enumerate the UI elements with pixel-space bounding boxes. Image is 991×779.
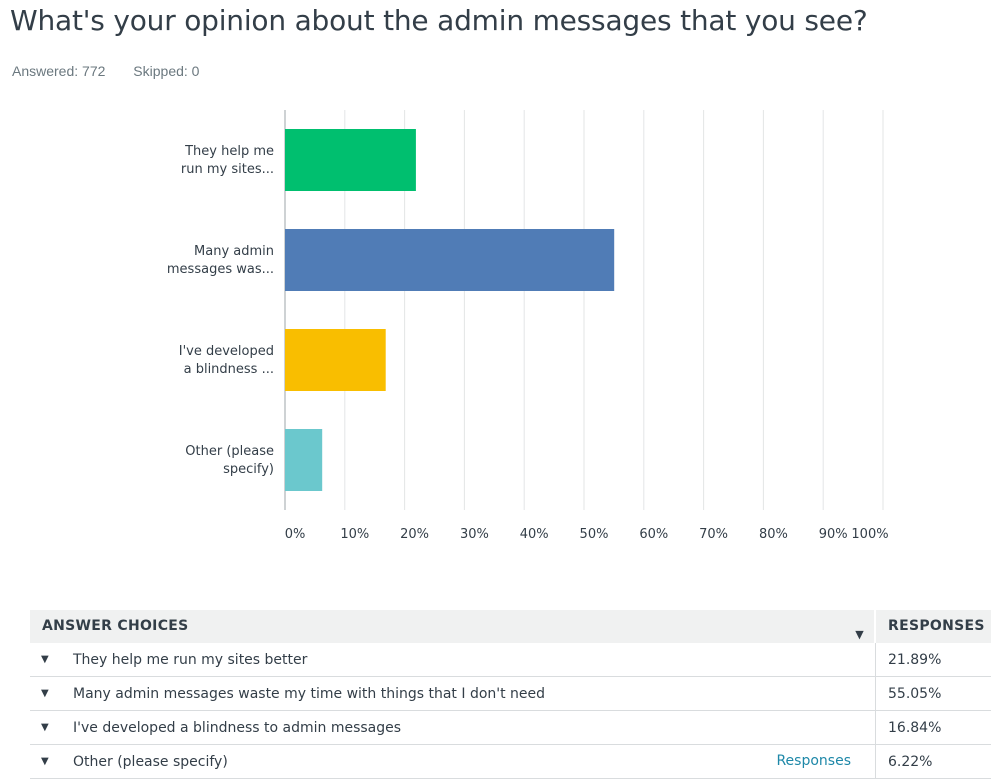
table-row: ▼ I've developed a blindness to admin mes…	[30, 711, 991, 745]
bar	[285, 329, 386, 391]
expand-caret-icon[interactable]: ▼	[41, 722, 49, 733]
answer-choice-text: Other (please specify)	[73, 753, 228, 770]
category-label: They help me	[184, 144, 274, 159]
chart-bars	[285, 129, 615, 491]
header-answer-choices-label: ANSWER CHOICES	[42, 618, 189, 634]
bar	[285, 429, 323, 491]
header-answer-choices[interactable]: ANSWER CHOICES ▼	[30, 610, 876, 643]
chart-category-labels: They help me run my sites... Many admin mes…	[167, 144, 274, 477]
expand-caret-icon[interactable]: ▼	[41, 688, 49, 699]
category-label: Many admin	[194, 244, 274, 259]
answer-choice-cell: ▼ Other (please specify) Responses	[30, 745, 876, 778]
header-responses: RESPONSES	[888, 618, 985, 634]
response-stats: Answered: 772 Skipped: 0	[12, 63, 223, 79]
expand-caret-icon[interactable]: ▼	[41, 654, 49, 665]
x-tick-label: 60%	[639, 527, 668, 542]
response-percent: 16.84%	[888, 719, 942, 736]
x-tick-label: 20%	[400, 527, 429, 542]
skipped-count: Skipped: 0	[133, 63, 200, 79]
bar	[285, 129, 416, 191]
x-tick-label: 70%	[699, 527, 728, 542]
category-label: run my sites...	[181, 162, 274, 177]
answered-count: Answered: 772	[12, 63, 106, 79]
category-label: a blindness ...	[184, 362, 274, 377]
table-row: ▼ Other (please specify) Responses 6.22%	[30, 745, 991, 779]
table-row: ▼ Many admin messages waste my time with …	[30, 677, 991, 711]
x-tick-label: 0%	[285, 527, 306, 542]
answer-choice-text: They help me run my sites better	[73, 651, 308, 668]
response-percent: 21.89%	[888, 651, 942, 668]
table-body: ▼ They help me run my sites better 21.89% ▼…	[30, 643, 991, 779]
x-tick-label: 80%	[759, 527, 788, 542]
responses-link[interactable]: Responses	[776, 753, 851, 769]
answer-choice-cell: ▼ They help me run my sites better	[30, 643, 876, 676]
answer-table: ANSWER CHOICES ▼ RESPONSES ▼ They help me…	[30, 610, 991, 779]
x-tick-label: 90%	[819, 527, 848, 542]
table-header: ANSWER CHOICES ▼ RESPONSES	[30, 610, 991, 643]
question-title: What's your opinion about the admin mess…	[10, 4, 868, 37]
x-tick-label: 30%	[460, 527, 489, 542]
category-label: Other (please	[185, 444, 274, 459]
response-percent: 6.22%	[888, 753, 933, 770]
answer-choice-text: I've developed a blindness to admin mess…	[73, 719, 402, 736]
x-tick-label: 100%	[851, 527, 888, 542]
table-row: ▼ They help me run my sites better 21.89%	[30, 643, 991, 677]
answer-choice-text: Many admin messages waste my time with t…	[73, 685, 546, 702]
answer-choice-cell: ▼ Many admin messages waste my time with …	[30, 677, 876, 710]
x-tick-label: 50%	[580, 527, 609, 542]
chart-x-ticks: 0% 10% 20% 30% 40% 50% 60% 70% 80% 90% 100%	[285, 527, 889, 542]
x-tick-label: 40%	[520, 527, 549, 542]
x-tick-label: 10%	[340, 527, 369, 542]
category-label: messages was...	[167, 262, 274, 277]
answer-choice-cell: ▼ I've developed a blindness to admin mes…	[30, 711, 876, 744]
response-percent: 55.05%	[888, 685, 942, 702]
category-label: specify)	[223, 462, 274, 477]
bar-chart: They help me run my sites... Many admin mes…	[167, 110, 889, 542]
sort-caret-icon[interactable]: ▼	[855, 628, 864, 641]
expand-caret-icon[interactable]: ▼	[41, 756, 49, 767]
bar	[285, 229, 615, 291]
category-label: I've developed	[179, 344, 274, 359]
